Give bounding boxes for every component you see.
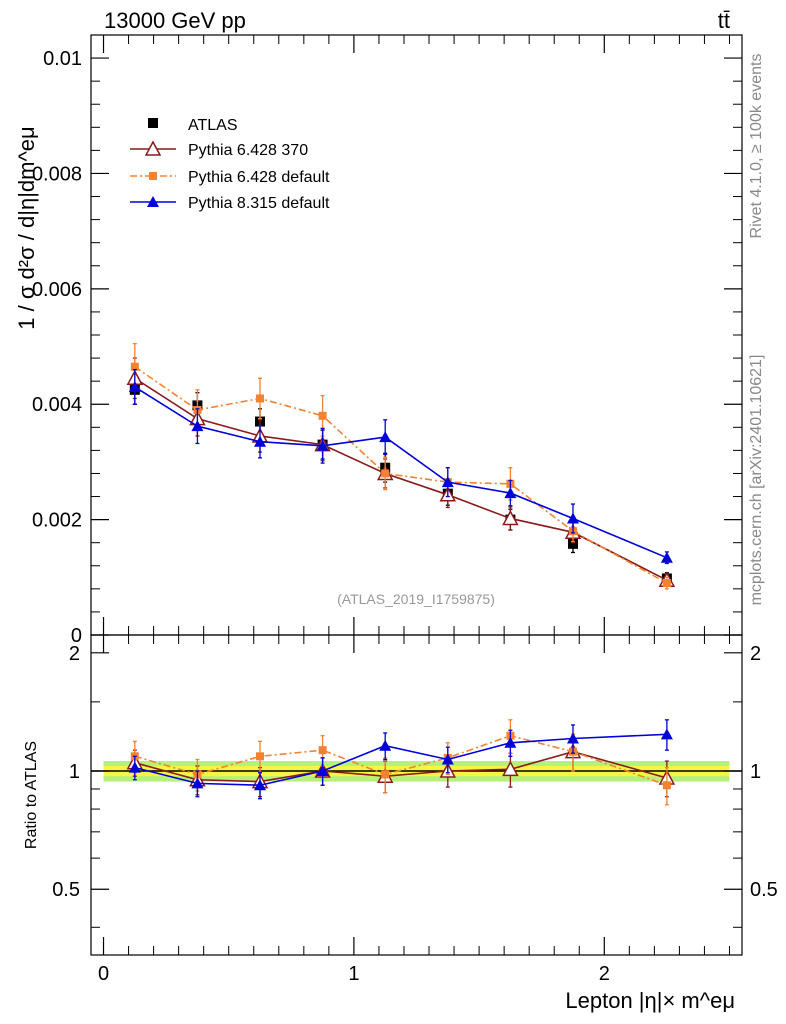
legend-p8-default-label: Pythia 8.315 default bbox=[188, 195, 330, 212]
main-y-axis-label: 1 / σ d²σ / d|η|dm^eμ bbox=[14, 126, 39, 329]
main-pythia8_default-point bbox=[566, 512, 579, 524]
main-pythia8_default-point bbox=[254, 435, 267, 447]
main-pythia8_default-point bbox=[191, 420, 204, 432]
x-tick-label: 0 bbox=[98, 963, 109, 985]
main-y-tick-label: 0.002 bbox=[32, 510, 82, 532]
legend-p6-370-marker bbox=[144, 140, 162, 156]
ratio-pythia8_default-point bbox=[566, 732, 579, 744]
main-pythia6_default-point bbox=[662, 579, 671, 588]
main-pythia6_default-point bbox=[318, 411, 327, 420]
ratio-y-axis-label: Ratio to ATLAS bbox=[23, 741, 40, 849]
main-y-tick-label: 0 bbox=[71, 625, 82, 647]
ratio-y-tick-label-left: 0.5 bbox=[52, 879, 80, 901]
main-pythia6_default-line bbox=[134, 366, 668, 584]
ratio-pythia6_370-point bbox=[502, 760, 519, 777]
legend-atlas-label: ATLAS bbox=[188, 117, 238, 134]
main-pythia8_default-point bbox=[660, 551, 673, 563]
x-tick-label: 1 bbox=[348, 963, 359, 985]
main-panel: (ATLAS_2019_I1759875) 0 0.002 0.004 0.006 0.… bbox=[14, 34, 743, 647]
ratio-y-tick-label-right: 0.5 bbox=[750, 879, 778, 901]
main-pythia8_default-point bbox=[441, 476, 454, 488]
main-y-tick-label: 0.004 bbox=[32, 394, 82, 416]
legend-atlas-marker bbox=[148, 118, 158, 128]
ratio-pythia8_default-point bbox=[504, 736, 517, 748]
rivet-label: Rivet 4.1.0, ≥ 100k events bbox=[748, 54, 765, 239]
ratio-y-tick-label-left: 1 bbox=[69, 761, 80, 783]
main-axes: 0 0.002 0.004 0.006 0.008 0.01 bbox=[32, 34, 742, 647]
main-pythia6_370-point bbox=[502, 509, 519, 526]
legend-p8-default-marker bbox=[147, 196, 159, 207]
legend-p6-default-label: Pythia 6.428 default bbox=[188, 169, 330, 186]
main-pythia8_default-point bbox=[128, 380, 141, 392]
ratio-y-tick-label-left: 2 bbox=[69, 643, 80, 665]
main-series-group bbox=[126, 343, 676, 590]
ratio-pythia8_default-point bbox=[254, 779, 267, 791]
ratio-y-tick-label-right: 1 bbox=[750, 761, 761, 783]
ratio-frame bbox=[90, 634, 743, 956]
legend: ATLAS Pythia 6.428 370 Pythia 6.428 defa… bbox=[130, 117, 330, 212]
x-tick-label: 2 bbox=[599, 963, 610, 985]
main-atlas-point bbox=[567, 538, 578, 549]
ratio-pythia6_default-point bbox=[318, 746, 327, 755]
ratio-pythia6_default-point bbox=[256, 752, 265, 761]
main-y-tick-label: 0.01 bbox=[43, 48, 82, 70]
main-pythia8_default-line bbox=[134, 386, 668, 559]
ratio-series-group bbox=[126, 719, 676, 806]
analysis-watermark: (ATLAS_2019_I1759875) bbox=[337, 591, 495, 607]
legend-p6-370-label: Pythia 6.428 370 bbox=[188, 142, 308, 159]
ratio-pythia6_default-point bbox=[381, 770, 390, 779]
main-y-tick-label: 0.008 bbox=[32, 163, 82, 185]
ratio-pythia8_default-point bbox=[441, 753, 454, 765]
ratio-y-tick-label-right: 2 bbox=[750, 643, 761, 665]
main-pythia8_default-point bbox=[504, 487, 517, 499]
ratio-pythia8_default-point bbox=[660, 728, 673, 740]
main-pythia6_default-point bbox=[256, 394, 265, 403]
x-axis-label: Lepton |η|× m^eμ bbox=[565, 988, 735, 1013]
ratio-pythia8_default-point bbox=[191, 777, 204, 789]
mcplots-label: mcplots.cern.ch [arXiv:2401.10621] bbox=[748, 355, 765, 606]
main-pythia8_default-point bbox=[379, 431, 392, 443]
legend-p6-default-marker bbox=[149, 172, 157, 180]
ratio-pythia8_default-point bbox=[379, 739, 392, 751]
ratio-pythia8_default-point bbox=[316, 765, 329, 777]
main-pythia6_default-point bbox=[381, 469, 390, 478]
ratio-panel: 0.5 0.5 1 1 2 2 0 1 2 Ratio to ATLAS bbox=[23, 634, 778, 985]
main-pythia8_default-point bbox=[316, 439, 329, 451]
main-pythia6_370-line bbox=[134, 377, 668, 581]
energy-label: 13000 GeV pp bbox=[104, 8, 246, 33]
process-label: tt̄ bbox=[718, 8, 730, 33]
ratio-pythia6_default-point bbox=[662, 781, 671, 790]
main-pythia6_default-point bbox=[130, 362, 139, 371]
ratio-axes: 0.5 0.5 1 1 2 2 0 1 2 bbox=[52, 635, 778, 985]
ratio-pythia8_default-point bbox=[128, 761, 141, 773]
main-y-tick-label: 0.006 bbox=[32, 279, 82, 301]
